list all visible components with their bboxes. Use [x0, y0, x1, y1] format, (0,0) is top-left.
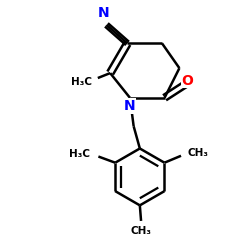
- Text: CH₃: CH₃: [130, 226, 152, 236]
- Text: N: N: [98, 6, 109, 20]
- Text: CH₃: CH₃: [188, 148, 209, 158]
- Text: N: N: [124, 99, 136, 113]
- Text: H₃C: H₃C: [71, 77, 92, 87]
- Text: H₃C: H₃C: [70, 149, 90, 159]
- Text: O: O: [181, 74, 193, 88]
